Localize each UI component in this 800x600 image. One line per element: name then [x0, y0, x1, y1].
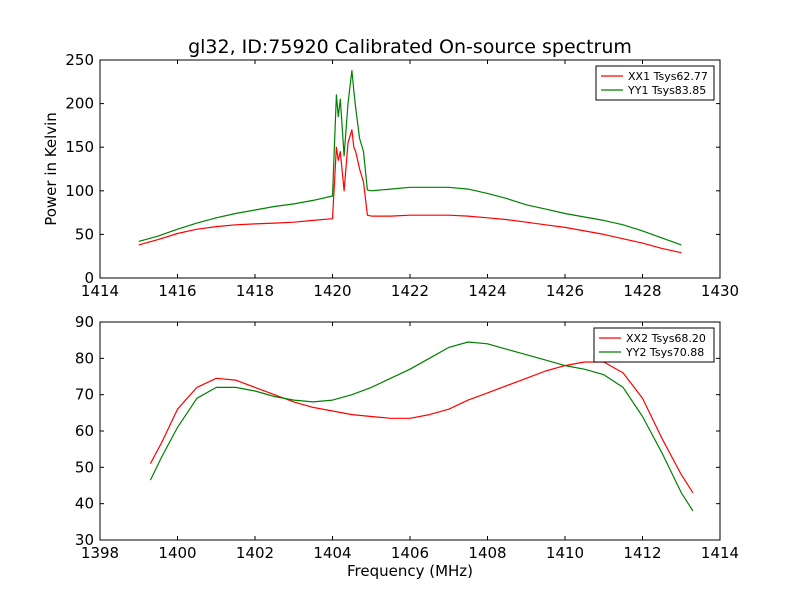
x-tick-label: 1424: [468, 282, 506, 300]
legend-box: [595, 65, 715, 101]
y-tick-label: 100: [65, 182, 94, 200]
x-tick-label: 1400: [158, 544, 196, 562]
x-tick-label: 1414: [701, 544, 739, 562]
x-tick-label: 1404: [313, 544, 351, 562]
y-tick-label: 80: [75, 349, 94, 367]
series-line-2: [138, 69, 682, 246]
y-tick-label: 30: [75, 531, 94, 549]
x-tick-label: 1428: [623, 282, 661, 300]
x-tick-label: 1422: [391, 282, 429, 300]
x-tick-label: 1410: [546, 544, 584, 562]
legend-entry-label: XX2 Tsys68.20: [626, 332, 706, 345]
legend-box: [593, 327, 715, 363]
series-line-1: [138, 129, 682, 254]
x-tick-label: 1430: [701, 282, 739, 300]
bottom-spectrum-chart: 1398 1400 1402 1404 1406 1408 1410 1412 1414 30 40…: [75, 313, 739, 580]
x-tick-label: 1418: [236, 282, 274, 300]
y-tick-label: 150: [65, 138, 94, 156]
chart-title: gl32, ID:75920 Calibrated On-source spec…: [188, 36, 632, 58]
y-tick-label: 50: [75, 225, 94, 243]
y-tick-label: 50: [75, 458, 94, 476]
x-axis-label: Frequency (MHz): [347, 562, 473, 580]
x-tick-label: 1408: [468, 544, 506, 562]
legend-entry-label: XX1 Tsys62.77: [628, 70, 708, 83]
legend-entry-label: YY2 Tsys70.88: [625, 346, 704, 359]
y-tick-label: 60: [75, 422, 94, 440]
series-line-1: [149, 361, 694, 494]
y-tick-label: 40: [75, 495, 94, 513]
x-tick-label: 1412: [623, 544, 661, 562]
y-tick-label: 70: [75, 386, 94, 404]
y-axis-label: Power in Kelvin: [42, 112, 60, 226]
x-tick-label: 1414: [81, 282, 119, 300]
x-tick-label: 1426: [546, 282, 584, 300]
x-tick-label: 1406: [391, 544, 429, 562]
y-tick-label: 0: [84, 269, 94, 287]
plot-content: 1414 1416 1418 1420 1422 1424 1426 1428 1430 0 50 1…: [65, 51, 739, 300]
x-tick-label: 1416: [158, 282, 196, 300]
x-tick-label: 1402: [236, 544, 274, 562]
top-spectrum-chart: gl32, ID:75920 Calibrated On-source spec…: [42, 36, 739, 300]
plot-content: 1398 1400 1402 1404 1406 1408 1410 1412 1414 30 40…: [75, 313, 739, 562]
y-tick-label: 90: [75, 313, 94, 331]
series-line-2: [149, 341, 694, 512]
legend-entry-label: YY1 Tsys83.85: [627, 84, 706, 97]
x-tick-label: 1398: [81, 544, 119, 562]
x-tick-label: 1420: [313, 282, 351, 300]
y-tick-label: 200: [65, 95, 94, 113]
y-tick-label: 250: [65, 51, 94, 69]
